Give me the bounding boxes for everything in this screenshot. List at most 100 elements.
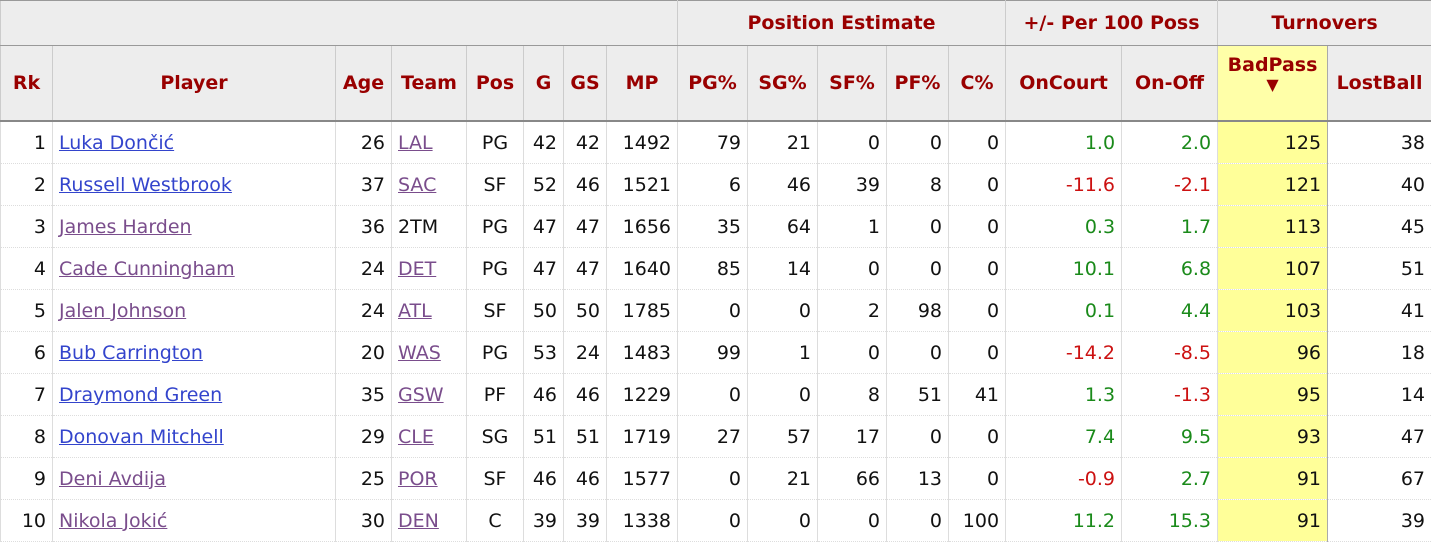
column-header-age[interactable]: Age — [336, 46, 392, 122]
team-link[interactable]: SAC — [398, 174, 436, 196]
column-header-pf[interactable]: PF% — [887, 46, 949, 122]
column-header-c[interactable]: C% — [949, 46, 1006, 122]
cell-sf: 0 — [818, 500, 887, 542]
cell-onoff: -2.1 — [1122, 164, 1218, 206]
cell-sf: 0 — [818, 248, 887, 290]
cell-pf: 0 — [887, 248, 949, 290]
team-link[interactable]: CLE — [398, 426, 434, 448]
column-header-team[interactable]: Team — [392, 46, 467, 122]
cell-badpass: 125 — [1218, 121, 1328, 164]
player-link[interactable]: Luka Dončić — [59, 132, 174, 154]
player-link[interactable]: Nikola Jokić — [59, 510, 167, 532]
cell-c: 0 — [949, 416, 1006, 458]
team-link[interactable]: POR — [398, 468, 438, 490]
column-header-rk[interactable]: Rk — [1, 46, 53, 122]
cell-rk: 4 — [1, 248, 53, 290]
cell-onoff: 9.5 — [1122, 416, 1218, 458]
column-header-g[interactable]: G — [524, 46, 564, 122]
cell-g: 42 — [524, 121, 564, 164]
cell-g: 51 — [524, 416, 564, 458]
column-header-pos[interactable]: Pos — [467, 46, 524, 122]
team-link[interactable]: ATL — [398, 300, 432, 322]
cell-mp: 1640 — [607, 248, 678, 290]
column-header-on-off[interactable]: On-Off — [1122, 46, 1218, 122]
group-header-turnovers: Turnovers — [1218, 1, 1431, 46]
cell-pg: 0 — [678, 458, 748, 500]
cell-onoff: 4.4 — [1122, 290, 1218, 332]
player-link[interactable]: Cade Cunningham — [59, 258, 235, 280]
column-header-label: PG% — [688, 72, 737, 94]
column-header-label: G — [536, 72, 552, 94]
cell-rk: 9 — [1, 458, 53, 500]
team-link[interactable]: LAL — [398, 132, 433, 154]
column-header-gs[interactable]: GS — [564, 46, 607, 122]
player-link[interactable]: Donovan Mitchell — [59, 426, 224, 448]
cell-badpass: 91 — [1218, 500, 1328, 542]
cell-c: 0 — [949, 248, 1006, 290]
cell-oncourt: 11.2 — [1006, 500, 1122, 542]
column-header-pg[interactable]: PG% — [678, 46, 748, 122]
cell-player: Nikola Jokić — [53, 500, 336, 542]
player-link[interactable]: Bub Carrington — [59, 342, 203, 364]
team-link[interactable]: WAS — [398, 342, 441, 364]
cell-c: 0 — [949, 458, 1006, 500]
team-link[interactable]: GSW — [398, 384, 444, 406]
cell-pos: SF — [467, 164, 524, 206]
player-link[interactable]: James Harden — [59, 216, 192, 238]
cell-mp: 1656 — [607, 206, 678, 248]
column-header-mp[interactable]: MP — [607, 46, 678, 122]
cell-oncourt: -0.9 — [1006, 458, 1122, 500]
column-header-sg[interactable]: SG% — [748, 46, 818, 122]
cell-player: Donovan Mitchell — [53, 416, 336, 458]
cell-gs: 46 — [564, 458, 607, 500]
column-header-lostball[interactable]: LostBall — [1328, 46, 1431, 122]
cell-team: ATL — [392, 290, 467, 332]
column-header-label: On-Off — [1135, 72, 1204, 94]
player-link[interactable]: Russell Westbrook — [59, 174, 232, 196]
team-link[interactable]: DET — [398, 258, 436, 280]
cell-g: 47 — [524, 248, 564, 290]
column-header-oncourt[interactable]: OnCourt — [1006, 46, 1122, 122]
cell-g: 46 — [524, 374, 564, 416]
cell-onoff: 6.8 — [1122, 248, 1218, 290]
cell-pg: 85 — [678, 248, 748, 290]
cell-pf: 0 — [887, 206, 949, 248]
cell-oncourt: -11.6 — [1006, 164, 1122, 206]
team-link[interactable]: DEN — [398, 510, 439, 532]
cell-g: 39 — [524, 500, 564, 542]
player-link[interactable]: Deni Avdija — [59, 468, 166, 490]
cell-rk: 5 — [1, 290, 53, 332]
cell-lostball: 41 — [1328, 290, 1431, 332]
cell-pf: 0 — [887, 332, 949, 374]
cell-age: 20 — [336, 332, 392, 374]
cell-rk: 8 — [1, 416, 53, 458]
column-header-player[interactable]: Player — [53, 46, 336, 122]
cell-sf: 1 — [818, 206, 887, 248]
cell-gs: 39 — [564, 500, 607, 542]
cell-mp: 1719 — [607, 416, 678, 458]
column-header-label: GS — [570, 72, 599, 94]
cell-sf: 0 — [818, 332, 887, 374]
column-header-badpass[interactable]: BadPass▼ — [1218, 46, 1328, 122]
player-link[interactable]: Draymond Green — [59, 384, 222, 406]
cell-lostball: 39 — [1328, 500, 1431, 542]
cell-onoff: 15.3 — [1122, 500, 1218, 542]
cell-g: 46 — [524, 458, 564, 500]
cell-badpass: 93 — [1218, 416, 1328, 458]
cell-oncourt: 0.1 — [1006, 290, 1122, 332]
column-header-label: Rk — [13, 72, 40, 94]
cell-pos: PG — [467, 332, 524, 374]
cell-sg: 0 — [748, 500, 818, 542]
column-header-sf[interactable]: SF% — [818, 46, 887, 122]
cell-oncourt: 7.4 — [1006, 416, 1122, 458]
cell-pos: SF — [467, 458, 524, 500]
cell-age: 35 — [336, 374, 392, 416]
player-link[interactable]: Jalen Johnson — [59, 300, 186, 322]
cell-gs: 51 — [564, 416, 607, 458]
